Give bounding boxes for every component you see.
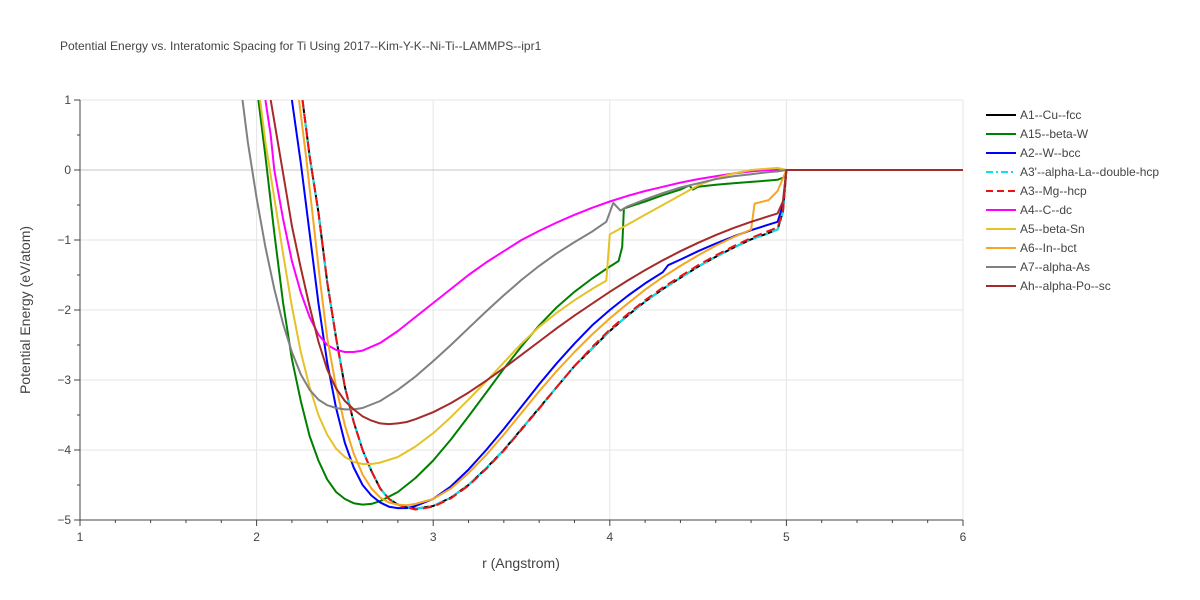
legend-label-1[interactable]: A15--beta-W bbox=[1020, 127, 1089, 141]
legend-label-3[interactable]: A3'--alpha-La--double-hcp bbox=[1020, 165, 1159, 179]
series-line-9 bbox=[269, 100, 963, 426]
y-tick-label: −2 bbox=[57, 303, 71, 317]
legend[interactable]: A1--Cu--fcc A15--beta-W A2--W--bcc A3'--alp… bbox=[986, 108, 1159, 293]
legend-label-0[interactable]: A1--Cu--fcc bbox=[1020, 108, 1081, 122]
series-line-3 bbox=[301, 100, 963, 510]
legend-label-8[interactable]: A7--alpha-As bbox=[1020, 260, 1090, 274]
y-tick-label: 1 bbox=[64, 93, 71, 107]
series-line-1 bbox=[257, 100, 963, 506]
legend-label-2[interactable]: A2--W--bcc bbox=[1020, 146, 1080, 160]
series-line-5 bbox=[264, 100, 963, 353]
x-axis-label: r (Angstrom) bbox=[482, 555, 560, 571]
legend-label-6[interactable]: A5--beta-Sn bbox=[1020, 222, 1085, 236]
y-tick-label: −3 bbox=[57, 373, 71, 387]
x-tick-label: 5 bbox=[783, 530, 790, 544]
legend-label-5[interactable]: A4--C--dc bbox=[1020, 203, 1072, 217]
plot-area bbox=[241, 100, 963, 511]
legend-label-9[interactable]: Ah--alpha-Po--sc bbox=[1020, 279, 1111, 293]
series-line-6 bbox=[259, 100, 963, 465]
x-tick-label: 6 bbox=[960, 530, 967, 544]
x-tick-label: 2 bbox=[253, 530, 260, 544]
y-tick-label: −5 bbox=[57, 513, 71, 527]
chart-title: Potential Energy vs. Interatomic Spacing… bbox=[60, 39, 542, 53]
y-tick-label: −4 bbox=[57, 443, 71, 457]
y-tick-label: 0 bbox=[64, 163, 71, 177]
y-tick-label: −1 bbox=[57, 233, 71, 247]
x-tick-label: 3 bbox=[430, 530, 437, 544]
series-line-0 bbox=[301, 100, 963, 510]
legend-label-4[interactable]: A3--Mg--hcp bbox=[1020, 184, 1087, 198]
y-axis-label: Potential Energy (eV/atom) bbox=[17, 226, 33, 394]
series-line-4 bbox=[301, 100, 963, 511]
axes: 1 2 3 4 5 6 1 0 −1 −2 −3 −4 −5 bbox=[57, 93, 966, 544]
grid bbox=[80, 99, 964, 520]
series-line-7 bbox=[298, 100, 963, 507]
x-tick-label: 4 bbox=[606, 530, 613, 544]
series-line-8 bbox=[241, 100, 963, 411]
series-line-2 bbox=[290, 100, 963, 510]
x-tick-label: 1 bbox=[77, 530, 84, 544]
legend-label-7[interactable]: A6--In--bct bbox=[1020, 241, 1077, 255]
